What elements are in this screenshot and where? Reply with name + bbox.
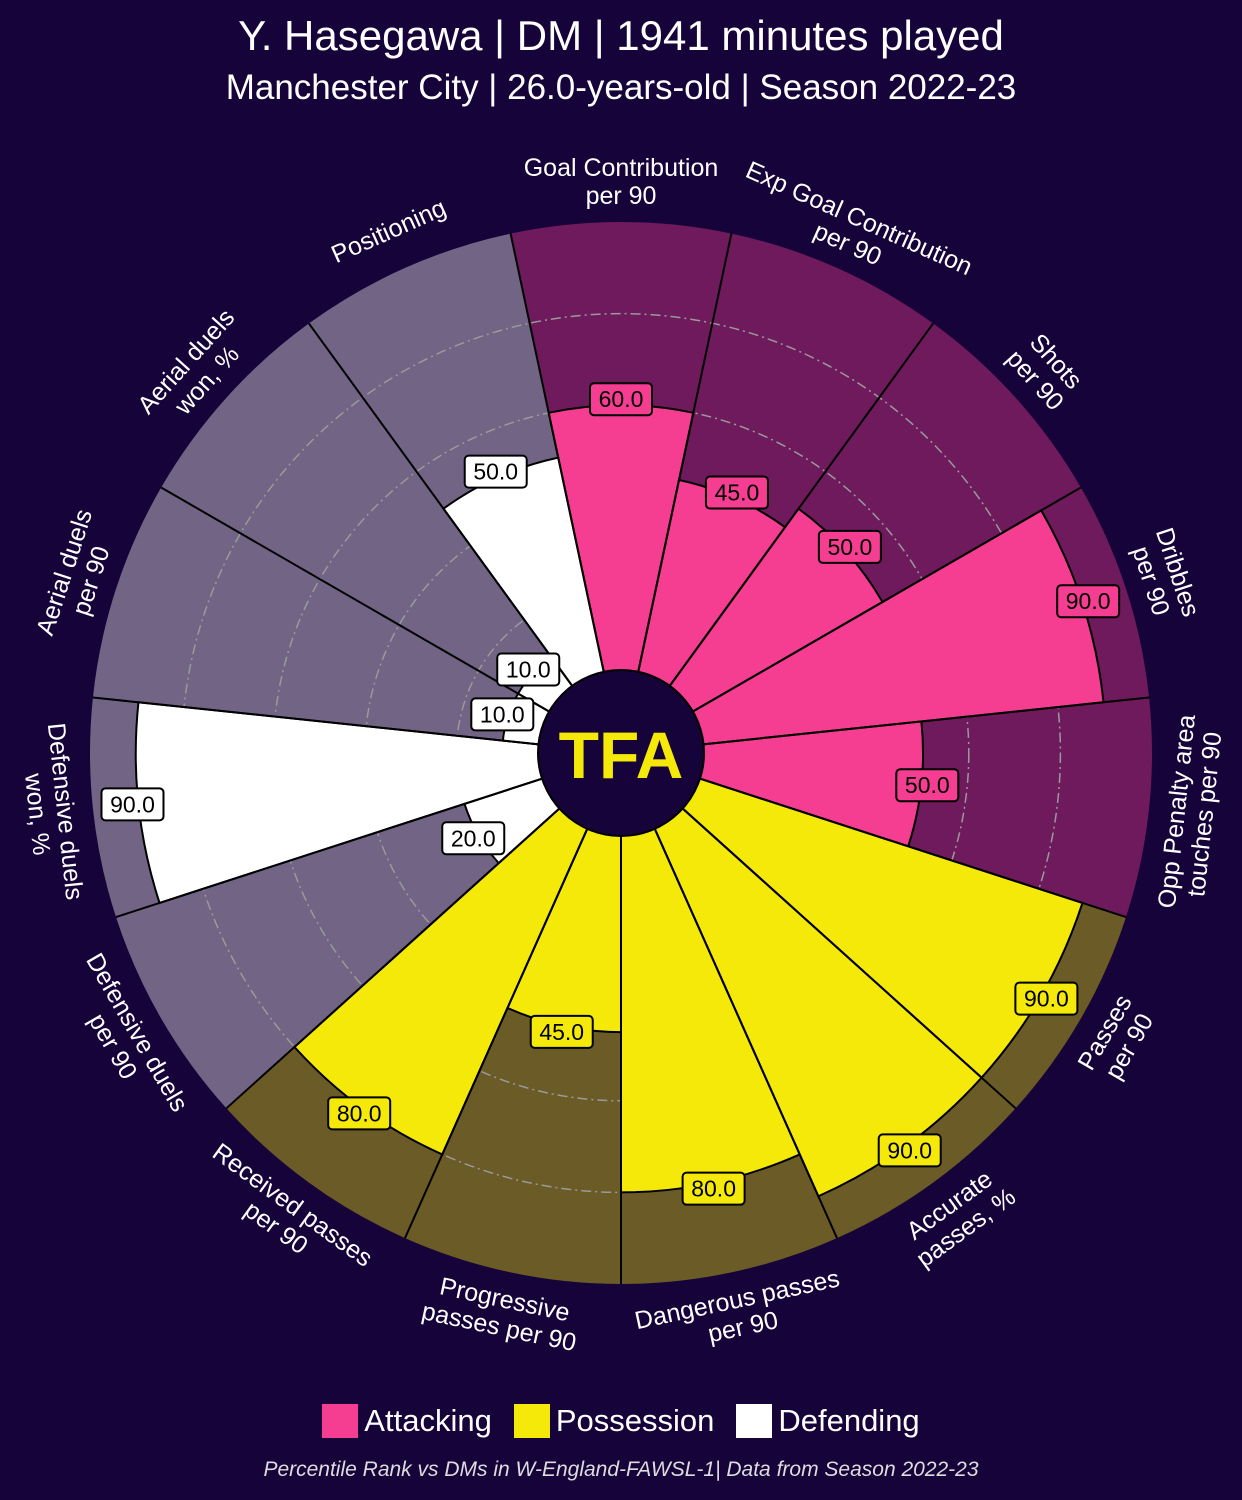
- value-label-text: 50.0: [473, 459, 518, 485]
- value-label-box: [327, 1096, 392, 1131]
- value-label-text: 20.0: [451, 825, 496, 851]
- value-label-text: 10.0: [506, 656, 551, 682]
- slice-separator: [635, 233, 733, 682]
- value-label: 50.0: [463, 454, 528, 489]
- value-label: 50.0: [817, 529, 882, 564]
- value-label-box: [877, 1133, 942, 1168]
- footer-note: Percentile Rank vs DMs in W-England-FAWS…: [263, 1458, 979, 1481]
- value-label-box: [529, 1014, 594, 1049]
- slice-separator: [674, 801, 1017, 1110]
- value-label-text: 45.0: [539, 1019, 584, 1045]
- slice-background: [92, 487, 558, 746]
- param-label-line: Goal Contribution: [524, 154, 719, 182]
- value-label-text: 80.0: [691, 1176, 736, 1202]
- tfa-logo: TFA: [559, 718, 684, 792]
- slice-separator: [225, 801, 568, 1110]
- slice-separator: [92, 696, 549, 747]
- legend-swatch-defending: [736, 1404, 773, 1438]
- value-label-text: 90.0: [1066, 588, 1111, 614]
- value-label-box: [463, 454, 528, 489]
- value-label-box: [100, 787, 165, 822]
- legend-label: Possession: [555, 1403, 715, 1438]
- value-label-box: [496, 652, 561, 687]
- slice-background: [161, 323, 579, 717]
- value-label-box: [681, 1171, 746, 1206]
- slice-separator: [693, 696, 1150, 747]
- value-label-box: [470, 697, 535, 732]
- slice-separator: [649, 819, 838, 1239]
- value-label: 90.0: [1056, 584, 1121, 619]
- value-label-text: 90.0: [887, 1137, 932, 1163]
- value-label: 90.0: [877, 1133, 942, 1168]
- value-label: 90.0: [1014, 981, 1079, 1016]
- value-label: 10.0: [496, 652, 561, 687]
- value-label-box: [1014, 981, 1079, 1016]
- value-label-box: [704, 475, 769, 510]
- param-label-line: per 90: [586, 182, 657, 210]
- chart-subtitle: Manchester City | 26.0-years-old | Seaso…: [225, 68, 1017, 107]
- value-label: 60.0: [589, 382, 653, 417]
- value-label-text: 45.0: [715, 480, 760, 506]
- legend-item-possession: Possession: [513, 1403, 715, 1439]
- slice-separator: [509, 233, 607, 682]
- slice-separator: [683, 486, 1082, 718]
- value-label-text: 10.0: [480, 701, 525, 727]
- value-label-text: 50.0: [905, 772, 950, 798]
- legend-label: Attacking: [364, 1403, 492, 1438]
- legend-item-defending: Defending: [736, 1403, 920, 1439]
- value-label: 50.0: [895, 768, 960, 803]
- value-label: 45.0: [529, 1014, 594, 1049]
- value-label: 80.0: [681, 1171, 746, 1206]
- value-label-box: [817, 529, 882, 564]
- value-label: 90.0: [100, 787, 165, 822]
- value-label-text: 90.0: [110, 791, 155, 817]
- slice-background: [115, 775, 567, 1109]
- param-label: Progressivepasses per 90: [419, 1270, 584, 1357]
- slice-separator: [160, 486, 559, 718]
- value-label-box: [441, 821, 506, 856]
- value-label-box: [589, 382, 653, 417]
- param-label: Defensive duelswon, %: [14, 722, 88, 905]
- value-label-text: 60.0: [599, 386, 644, 412]
- param-label: Opp Penalty areatouches per 90: [1153, 713, 1229, 912]
- slice-separator: [690, 774, 1127, 919]
- value-label-box: [895, 768, 960, 803]
- param-label: Dribblesper 90: [1123, 524, 1205, 629]
- value-label-box: [1056, 584, 1121, 619]
- legend-swatch-possession: [513, 1404, 550, 1438]
- slice-separator: [308, 322, 579, 695]
- value-label-text: 50.0: [828, 534, 873, 560]
- chart-title: Y. Hasegawa | DM | 1941 minutes played: [238, 12, 1004, 59]
- value-label: 80.0: [327, 1096, 392, 1131]
- value-label: 45.0: [704, 475, 769, 510]
- param-label: Goal Contribution per 90: [524, 154, 719, 210]
- value-label: 10.0: [470, 697, 535, 732]
- slice-separator: [663, 322, 934, 695]
- slice-separator: [404, 819, 593, 1239]
- legend-label: Defending: [778, 1403, 920, 1438]
- value-label-text: 80.0: [337, 1100, 382, 1126]
- legend: Attacking Possession Defending: [0, 1403, 1242, 1439]
- legend-item-attacking: Attacking: [322, 1403, 492, 1439]
- slice-separator: [115, 774, 552, 919]
- value-label-text: 90.0: [1024, 986, 1069, 1012]
- legend-swatch-attacking: [322, 1404, 359, 1438]
- center-circle: [537, 669, 705, 837]
- value-label: 20.0: [441, 821, 506, 856]
